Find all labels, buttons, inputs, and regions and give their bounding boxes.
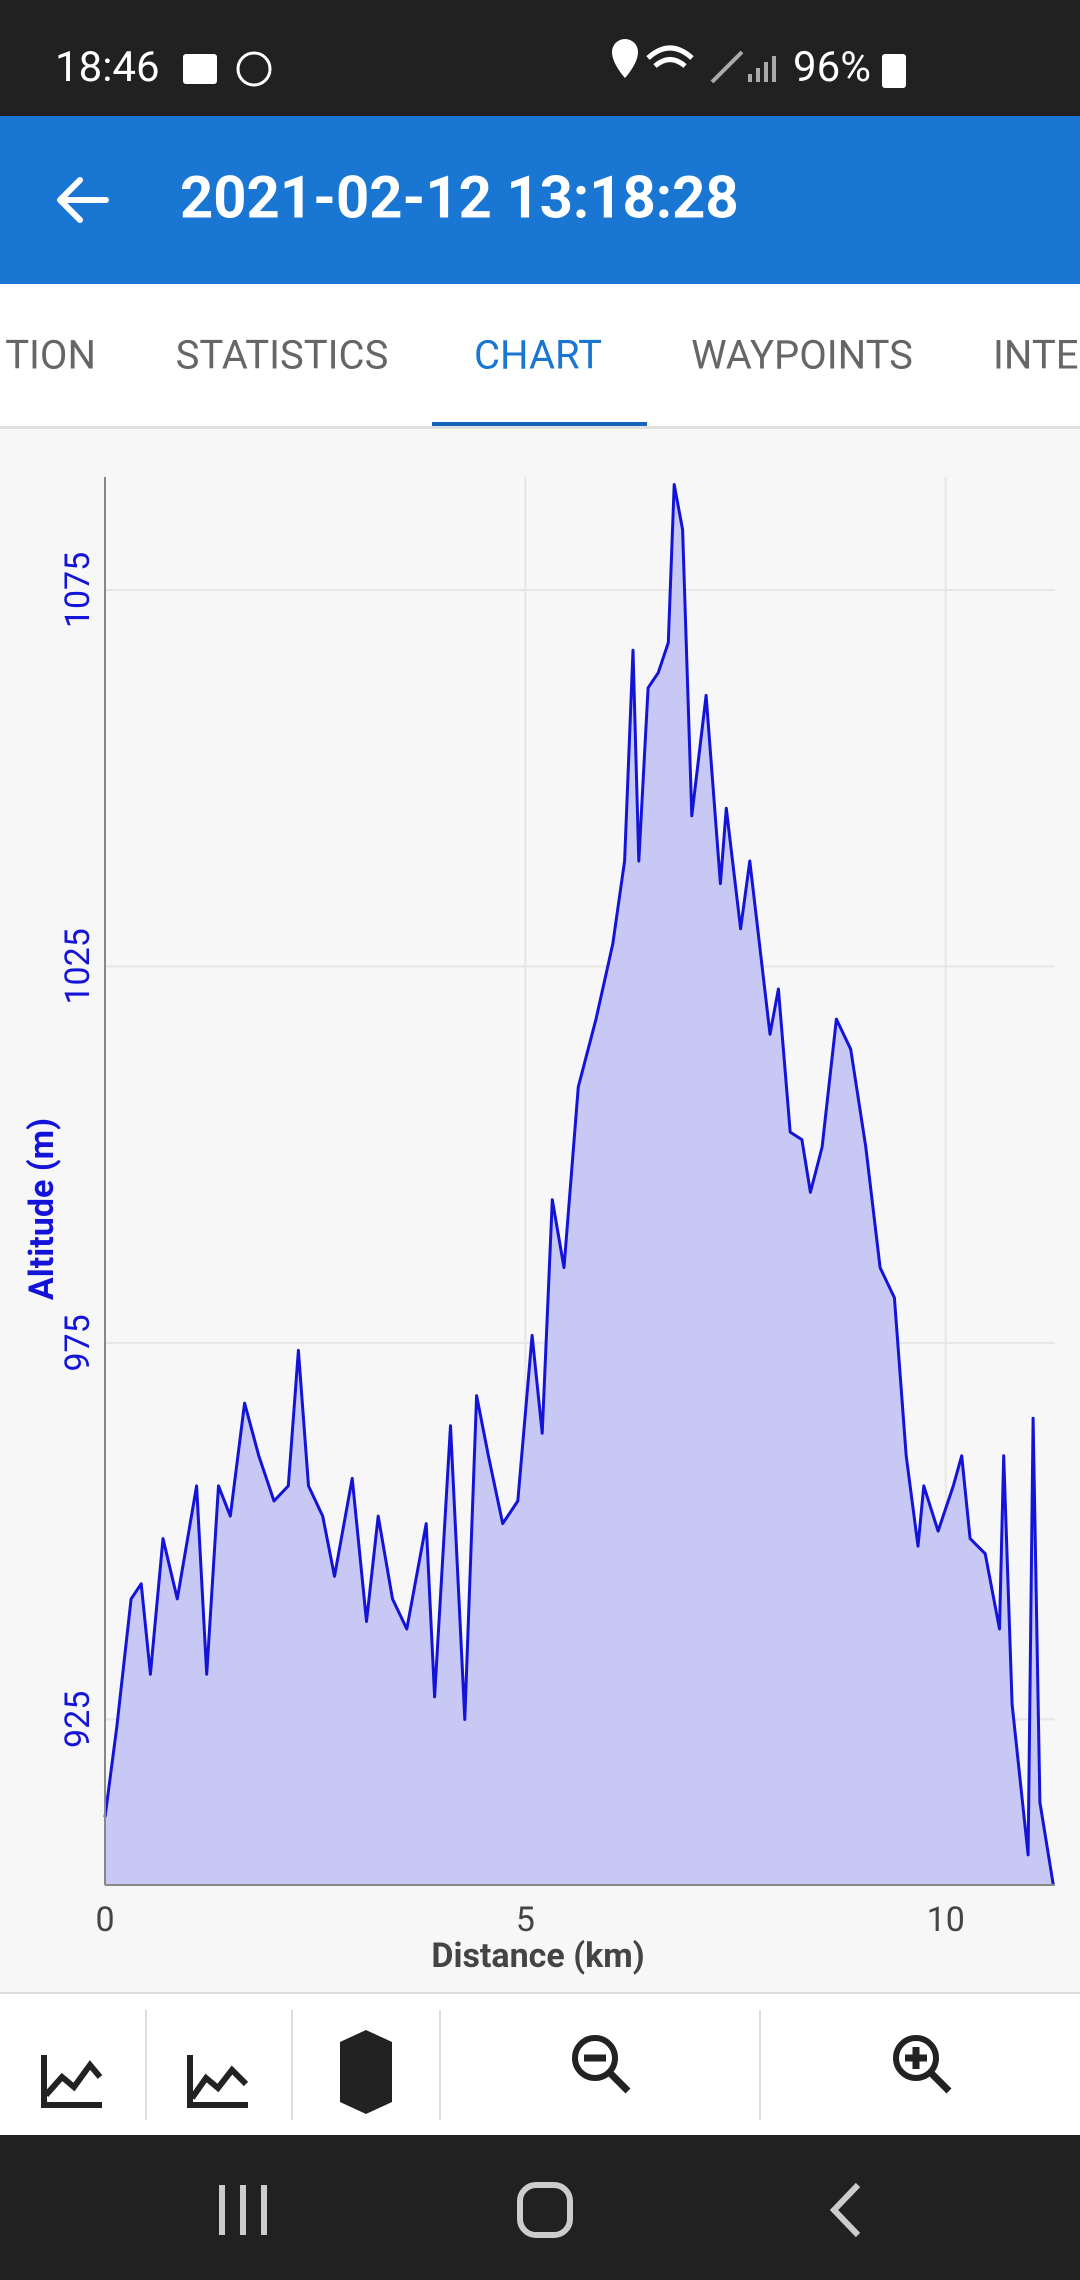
app-title: 2021-02-12 13:18:28	[180, 164, 739, 232]
chart-toggle-button[interactable]	[187, 2055, 249, 2108]
status-time: 18:46	[55, 43, 160, 92]
y-tick-label: 1025	[58, 928, 98, 1004]
toolbar-dividers	[145, 2010, 761, 2120]
y-tick-label: 975	[58, 1314, 98, 1371]
l-icon	[236, 51, 272, 87]
tab[interactable]: STATISTICS	[176, 332, 389, 379]
tab-indicator	[432, 422, 647, 428]
area-line	[103, 483, 1055, 1886]
chart-settings-button[interactable]	[41, 2055, 103, 2108]
y-tick-label: 1075	[58, 552, 98, 628]
y-tick-label: 925	[58, 1691, 98, 1748]
map-button[interactable]	[340, 2030, 392, 2114]
nav-bar	[0, 2135, 1080, 2280]
y-axis-label: Altitude (m)	[22, 1118, 62, 1300]
wifi-icon	[646, 45, 694, 68]
x-tick-label: 5	[516, 1900, 535, 1940]
chart: 925 975 1025 1075 0 5 10 Distance (km) Altitude …	[22, 477, 1055, 1976]
battery-icon	[882, 54, 906, 88]
signal-icon	[710, 50, 776, 84]
toolbar-border	[0, 1992, 1080, 1994]
x-tick-label: 0	[95, 1900, 114, 1940]
app-bar	[0, 116, 1080, 284]
tab[interactable]: INTE	[993, 332, 1078, 379]
tab-shadow	[0, 426, 1080, 429]
tab[interactable]: WAYPOINTS	[691, 332, 913, 379]
toolbar	[0, 1992, 1080, 2135]
battery-text: 96%	[793, 43, 871, 92]
back-nav-button[interactable]	[829, 2182, 861, 2238]
tab-bar	[0, 284, 1080, 429]
back-button[interactable]	[57, 177, 109, 223]
x-tick-label: 10	[927, 1900, 965, 1940]
home-button[interactable]	[517, 2182, 573, 2238]
zoom-in-button[interactable]	[893, 2035, 952, 2094]
status-bar	[0, 0, 1080, 116]
recents-button[interactable]	[219, 2185, 267, 2235]
tab-selected[interactable]: CHART	[474, 332, 602, 379]
location-icon	[612, 39, 638, 78]
x-axis-label: Distance (km)	[431, 1936, 644, 1976]
zoom-out-button[interactable]	[572, 2035, 631, 2094]
gallery-icon	[183, 54, 217, 84]
tab[interactable]: TION	[5, 332, 96, 379]
